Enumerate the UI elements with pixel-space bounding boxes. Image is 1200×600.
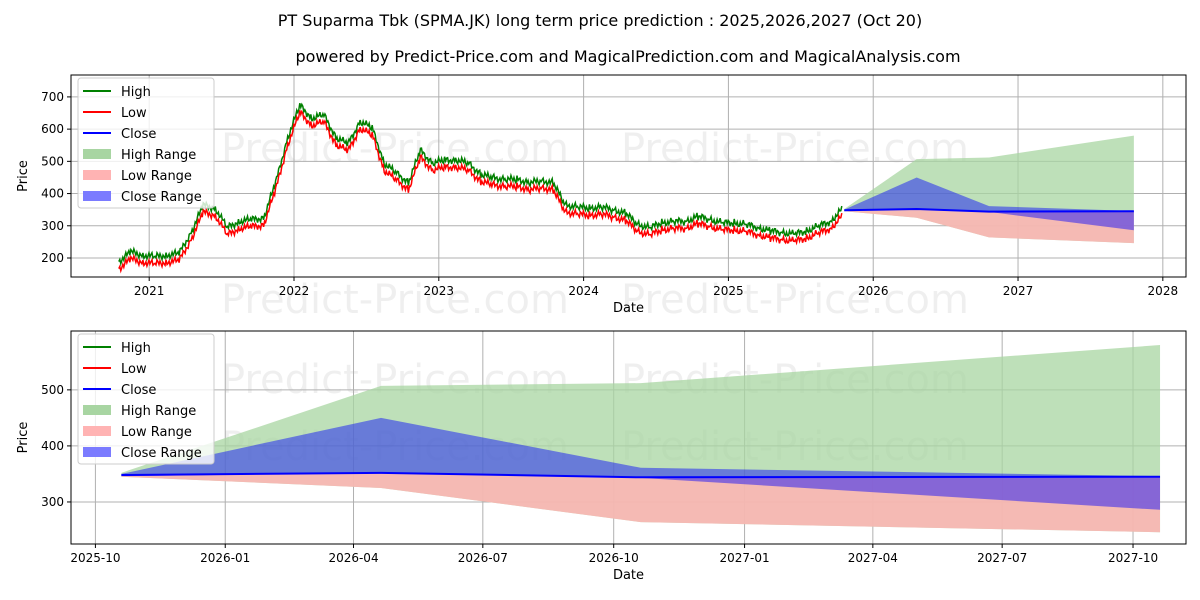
x-tick-label: 2023 <box>424 284 455 298</box>
legend: High Low Close High Range Low Range Close Ran… <box>77 333 215 465</box>
legend-swatch-high-range <box>83 405 111 415</box>
x-tick-label: 2028 <box>1148 284 1179 298</box>
chart-subtitle: powered by Predict-Price.com and Magical… <box>295 47 960 66</box>
plot-frame <box>70 330 1187 545</box>
legend-label: Close Range <box>121 446 202 461</box>
chart-title: PT Suparma Tbk (SPMA.JK) long term price… <box>278 11 922 30</box>
watermark: Predict-Price.com <box>621 277 969 323</box>
x-tick-label: 2027-04 <box>848 551 898 565</box>
legend-label: Low <box>121 362 147 377</box>
y-tick-label: 200 <box>41 251 64 265</box>
x-tick-label: 2026-04 <box>328 551 378 565</box>
low-range-area <box>121 472 1161 533</box>
legend-swatch-low-range <box>83 426 111 436</box>
x-tick-label: 2021 <box>134 284 165 298</box>
x-tick-label: 2027-01 <box>719 551 769 565</box>
y-tick-label: 400 <box>41 439 64 453</box>
high-line <box>118 102 843 267</box>
legend-label: High Range <box>121 404 196 419</box>
top-chart: Predict-Price.com Predict-Price.com Predic… <box>16 74 1187 323</box>
x-tick-label: 2026-07 <box>458 551 508 565</box>
y-tick-label: 600 <box>41 122 64 136</box>
plot-area <box>118 102 1134 274</box>
x-axis-label: Date <box>613 568 644 583</box>
y-tick-label: 500 <box>41 154 64 168</box>
legend-swatch-low-range <box>83 170 111 180</box>
y-tick-label: 300 <box>41 495 64 509</box>
legend-label: Low Range <box>121 425 192 440</box>
legend-label: Close <box>121 127 156 142</box>
legend-label: Close Range <box>121 190 202 205</box>
bottom-chart: Predict-Price.comPredict-Price.comPredic… <box>16 330 1187 583</box>
legend-box <box>77 333 215 465</box>
legend-box <box>77 77 215 209</box>
legend: High Low Close High Range Low Range Close Ran… <box>77 77 215 209</box>
legend-label: Low <box>121 106 147 121</box>
x-tick-label: 2025 <box>713 284 744 298</box>
x-tick-label: 2027-07 <box>977 551 1027 565</box>
close-range-area <box>844 177 1134 231</box>
legend-label: Low Range <box>121 169 192 184</box>
x-tick-label: 2022 <box>279 284 310 298</box>
y-tick-label: 700 <box>41 90 64 104</box>
low-line <box>118 109 843 274</box>
legend-label: High <box>121 341 151 356</box>
low-range-area <box>844 209 1134 244</box>
legend-swatch-high-range <box>83 149 111 159</box>
y-tick-label: 400 <box>41 187 64 201</box>
watermark: Predict-Price.com <box>221 277 569 323</box>
y-tick-label: 300 <box>41 219 64 233</box>
legend-label: Close <box>121 383 156 398</box>
plot-frame <box>70 74 1187 278</box>
x-tick-label: 2026-01 <box>200 551 250 565</box>
x-tick-label: 2026 <box>858 284 889 298</box>
close-line <box>121 471 1161 479</box>
x-tick-label: 2026-10 <box>589 551 639 565</box>
y-axis-label: Price <box>16 422 31 454</box>
x-tick-label: 2027 <box>1003 284 1034 298</box>
legend-swatch-close-range <box>83 447 111 457</box>
legend-label: High Range <box>121 148 196 163</box>
watermark: Predict-Price.com <box>221 126 569 172</box>
x-tick-label: 2024 <box>568 284 599 298</box>
legend-swatch-close-range <box>83 191 111 201</box>
legend-label: High <box>121 85 151 100</box>
close-line <box>844 208 1134 213</box>
x-tick-label: 2025-10 <box>70 551 120 565</box>
close-range-area <box>121 417 1161 510</box>
y-tick-label: 500 <box>41 383 64 397</box>
plot-area <box>121 345 1161 533</box>
y-axis-label: Price <box>16 160 31 192</box>
x-tick-label: 2027-10 <box>1108 551 1158 565</box>
x-axis-label: Date <box>613 301 644 316</box>
